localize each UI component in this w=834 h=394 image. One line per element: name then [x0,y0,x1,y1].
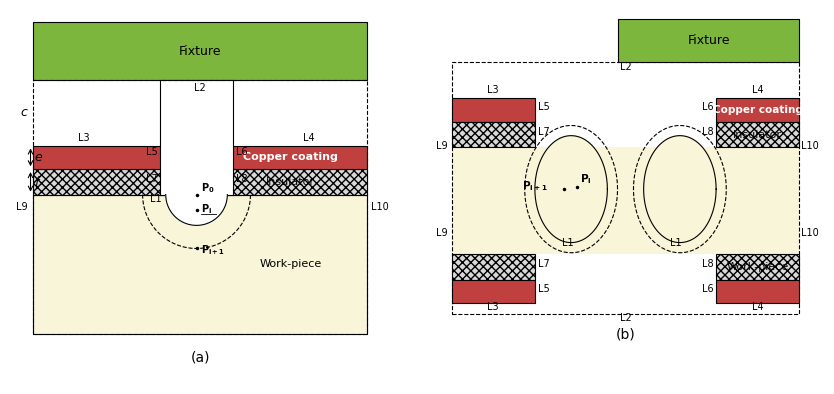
Text: $d$: $d$ [192,76,202,91]
Text: L10: L10 [801,141,819,151]
Text: Work-piece: Work-piece [259,259,322,269]
Text: Work-piece: Work-piece [726,262,789,272]
Text: Copper coating: Copper coating [713,105,803,115]
Bar [451,62,800,314]
Bar [33,22,367,80]
Bar [451,255,535,280]
Text: $\mathbf{P_{i+1}}$: $\mathbf{P_{i+1}}$ [201,243,225,256]
Text: $f$: $f$ [34,175,42,189]
Text: L3: L3 [487,85,499,95]
Bar [451,98,535,122]
Bar [33,195,367,334]
Text: Insulator: Insulator [266,177,315,187]
Text: L7: L7 [538,259,550,269]
Polygon shape [644,136,716,243]
Text: L7: L7 [538,127,550,137]
Text: L9: L9 [17,202,28,212]
Bar [33,169,367,195]
Text: L6: L6 [701,102,713,112]
Text: L5: L5 [146,147,158,157]
Text: L1: L1 [150,194,162,204]
Bar [33,146,367,169]
Bar [716,255,800,280]
Text: Insulator: Insulator [733,130,782,140]
Bar [160,80,233,195]
Text: L7: L7 [146,174,158,184]
Text: $\mathbf{P_i}$: $\mathbf{P_i}$ [580,172,592,186]
Text: L4: L4 [303,133,314,143]
Text: L1: L1 [671,238,682,248]
Text: L4: L4 [752,85,764,95]
Bar [716,122,800,147]
Text: L4: L4 [752,302,764,312]
Text: (b): (b) [615,327,636,341]
Text: L9: L9 [436,228,448,238]
Text: L3: L3 [78,133,90,143]
Text: L9: L9 [436,141,448,151]
Bar [33,80,367,334]
Bar [451,280,535,303]
Text: L10: L10 [370,202,389,212]
Text: L5: L5 [538,102,550,112]
Text: L2: L2 [620,313,631,323]
Text: $\mathbf{P_i}$: $\mathbf{P_i}$ [201,202,212,216]
Bar [618,19,800,62]
Text: L3: L3 [487,302,499,312]
Bar [451,147,800,255]
Bar [451,122,535,147]
Text: L6: L6 [236,147,248,157]
Text: Fixture: Fixture [687,34,730,47]
Text: L10: L10 [801,228,819,238]
Text: L5: L5 [538,284,550,294]
Text: Copper coating: Copper coating [244,152,339,162]
Text: Fixture: Fixture [179,45,221,58]
Text: $c$: $c$ [20,106,28,119]
Text: L1: L1 [561,238,573,248]
Text: (a): (a) [190,351,210,365]
Text: $\mathbf{P_0}$: $\mathbf{P_0}$ [201,182,214,195]
Polygon shape [166,195,228,225]
Text: L6: L6 [701,284,713,294]
Bar [716,98,800,122]
Bar [716,280,800,303]
Text: L2: L2 [194,84,206,93]
Bar [33,80,367,146]
Text: L8: L8 [236,174,248,184]
Text: $\mathbf{P_{i+1}}$: $\mathbf{P_{i+1}}$ [522,179,548,193]
Text: $e$: $e$ [34,151,43,164]
Text: L8: L8 [701,259,713,269]
Text: L8: L8 [701,127,713,137]
Polygon shape [535,136,607,243]
Text: L2: L2 [620,62,631,72]
